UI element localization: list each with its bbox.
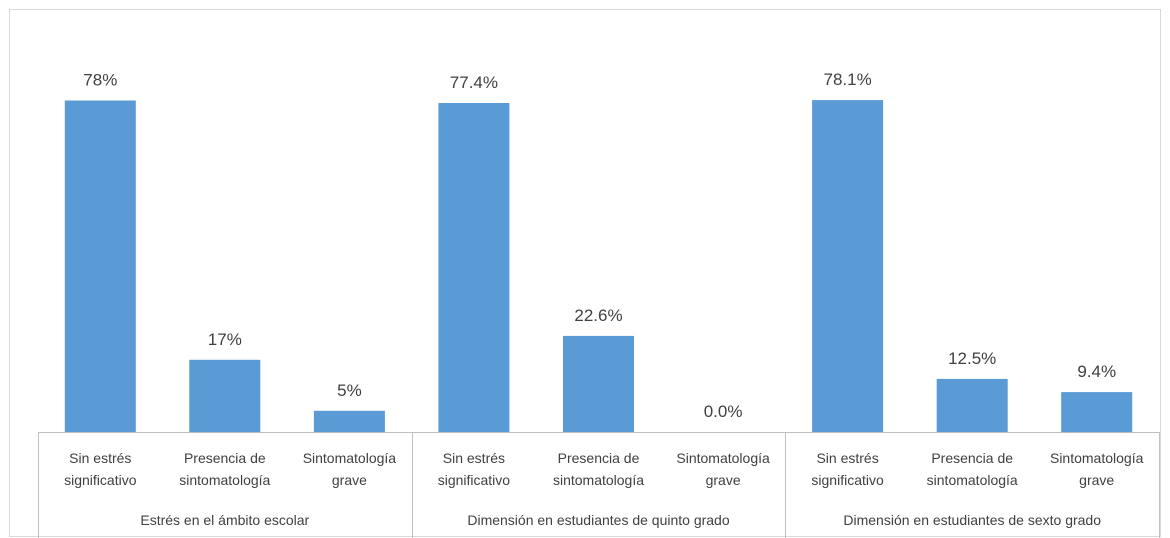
category-tick-label: grave — [706, 472, 741, 488]
data-label: 9.4% — [1077, 362, 1116, 381]
category-tick-label: sintomatología — [553, 472, 644, 488]
bar — [189, 359, 261, 433]
bar — [563, 335, 634, 432]
data-label: 12.5% — [948, 349, 996, 368]
category-tick-label: Sin estrés — [69, 450, 131, 466]
category-tick-label: Sintomatología — [303, 450, 397, 466]
category-tick-label: significativo — [64, 472, 137, 488]
category-tick-label: sintomatología — [179, 472, 270, 488]
category-tick-label: Sintomatología — [676, 450, 770, 466]
category-tick-label: Sin estrés — [443, 450, 505, 466]
group-tick-label: Dimensión en estudiantes de sexto grado — [843, 512, 1101, 528]
data-label: 5% — [337, 381, 362, 400]
category-tick-label: sintomatología — [927, 472, 1018, 488]
group-tick-label: Dimensión en estudiantes de quinto grado — [467, 512, 730, 528]
bar — [313, 410, 385, 433]
bar — [812, 100, 884, 432]
bar — [438, 103, 510, 432]
data-label: 17% — [208, 330, 242, 349]
data-label: 22.6% — [574, 306, 622, 325]
bar — [936, 378, 1008, 432]
data-label: 77.4% — [450, 73, 498, 92]
category-tick-label: Sin estrés — [816, 450, 878, 466]
category-tick-label: significativo — [811, 472, 884, 488]
category-tick-label: Sintomatología — [1050, 450, 1144, 466]
chart-frame — [9, 9, 1161, 537]
group-tick-label: Estrés en el ámbito escolar — [140, 512, 309, 528]
bar — [64, 100, 136, 432]
category-tick-label: Presencia de — [184, 450, 266, 466]
data-label: 78% — [83, 71, 117, 90]
data-label: 78.1% — [823, 70, 871, 89]
category-tick-label: Presencia de — [931, 450, 1013, 466]
category-tick-label: grave — [1079, 472, 1114, 488]
bar — [1061, 392, 1133, 433]
data-label: 0.0% — [704, 402, 743, 421]
category-tick-label: Presencia de — [558, 450, 640, 466]
category-tick-label: grave — [332, 472, 367, 488]
category-tick-label: significativo — [438, 472, 511, 488]
